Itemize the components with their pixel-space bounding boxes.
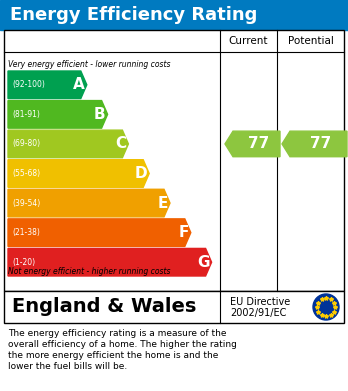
Text: (92-100): (92-100) [12, 80, 45, 89]
Text: 77: 77 [248, 136, 269, 151]
Bar [0, 0, 348, 30]
Text: Energy Efficiency Rating: Energy Efficiency Rating [10, 6, 258, 24]
Text: C: C [115, 136, 126, 151]
Text: (55-68): (55-68) [12, 169, 40, 178]
Text: D: D [135, 166, 147, 181]
Text: England & Wales: England & Wales [12, 298, 196, 316]
Text: overall efficiency of a home. The higher the rating: overall efficiency of a home. The higher… [8, 340, 237, 349]
Text: (81-91): (81-91) [12, 110, 40, 119]
Polygon shape [8, 219, 191, 246]
Bar [4, 30, 344, 291]
Polygon shape [225, 131, 280, 157]
Polygon shape [8, 130, 128, 158]
Text: the more energy efficient the home is and the: the more energy efficient the home is an… [8, 351, 219, 360]
Polygon shape [8, 160, 149, 187]
Polygon shape [8, 100, 108, 128]
Polygon shape [8, 189, 170, 217]
Polygon shape [282, 131, 347, 157]
Polygon shape [8, 248, 212, 276]
Text: 77: 77 [310, 136, 331, 151]
Text: Current: Current [229, 36, 268, 46]
Text: E: E [158, 196, 168, 211]
Text: (39-54): (39-54) [12, 199, 40, 208]
Text: A: A [73, 77, 85, 92]
Text: lower the fuel bills will be.: lower the fuel bills will be. [8, 362, 127, 371]
Bar [4, 291, 344, 323]
Text: Not energy efficient - higher running costs: Not energy efficient - higher running co… [8, 267, 171, 276]
Text: Very energy efficient - lower running costs: Very energy efficient - lower running co… [8, 60, 171, 69]
Text: (69-80): (69-80) [12, 140, 40, 149]
Text: B: B [94, 107, 105, 122]
Text: Potential: Potential [287, 36, 333, 46]
Circle shape [313, 294, 339, 320]
Text: 2002/91/EC: 2002/91/EC [230, 308, 286, 318]
Text: The energy efficiency rating is a measure of the: The energy efficiency rating is a measur… [8, 329, 227, 338]
Text: F: F [179, 225, 189, 240]
Text: (1-20): (1-20) [12, 258, 35, 267]
Text: G: G [197, 255, 209, 270]
Text: EU Directive: EU Directive [230, 297, 290, 307]
Text: (21-38): (21-38) [12, 228, 40, 237]
Polygon shape [8, 71, 87, 99]
